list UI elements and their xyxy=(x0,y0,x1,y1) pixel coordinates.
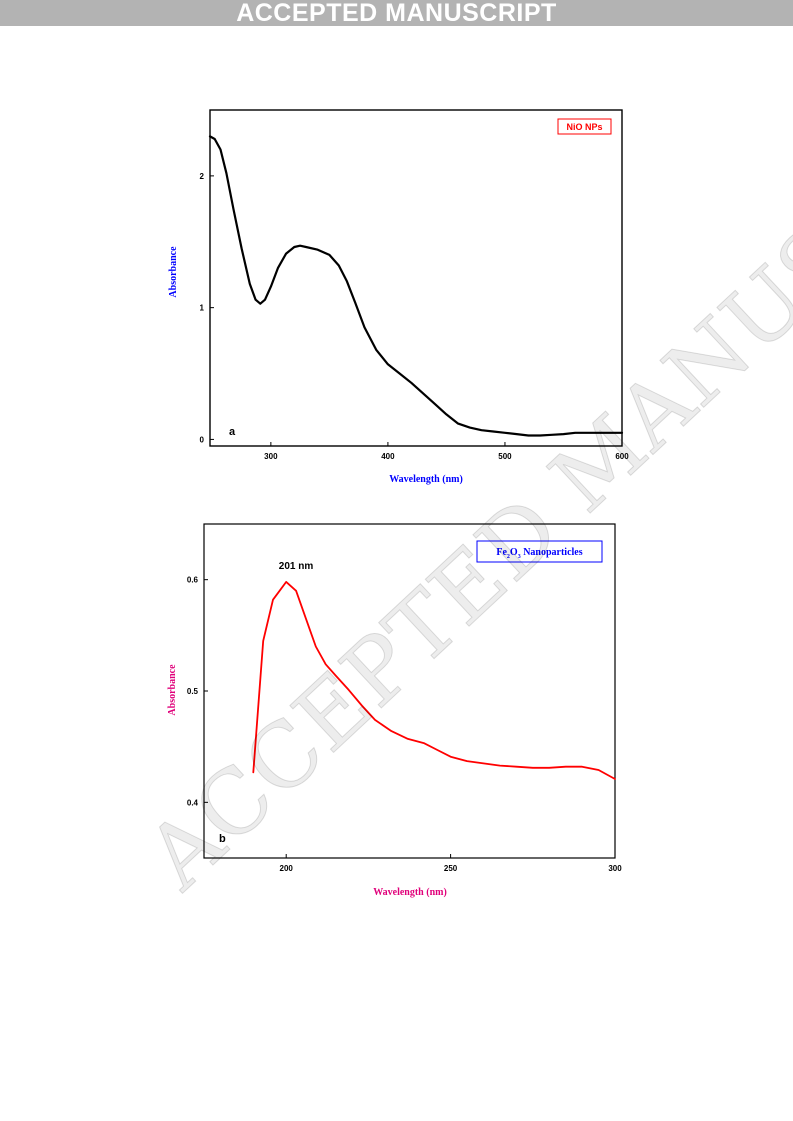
legend-text: NiO NPs xyxy=(566,122,602,132)
y-tick-label: 0.5 xyxy=(187,687,199,696)
tick-group: 200 250 300 0.4 0.5 0.6 xyxy=(187,576,622,873)
peak-annotation: 201 nm xyxy=(279,561,314,572)
y-tick-label: 2 xyxy=(200,172,205,181)
x-tick-label: 250 xyxy=(444,864,458,873)
x-axis-title: Wavelength (nm) xyxy=(373,887,447,898)
y-axis-title: Absorbance xyxy=(167,664,178,716)
legend-box xyxy=(476,540,603,563)
legend-text: Fe2O3 Nanoparticles xyxy=(496,547,582,560)
y-tick-label: 0 xyxy=(200,435,205,444)
y-tick-label: 1 xyxy=(200,304,205,313)
x-tick-label: 200 xyxy=(280,864,294,873)
y-axis-title: Absorbance xyxy=(168,246,179,298)
x-tick-label: 400 xyxy=(381,452,395,461)
series-line xyxy=(208,135,624,437)
y-tick-label: 0.6 xyxy=(187,576,199,585)
x-tick-label: 600 xyxy=(615,452,629,461)
plot-frame xyxy=(203,523,616,859)
panel-label: a xyxy=(229,426,236,438)
legend-box xyxy=(557,118,612,135)
x-axis-title: Wavelength (nm) xyxy=(389,474,463,485)
series-line xyxy=(252,581,616,780)
plot-frame xyxy=(209,109,623,447)
series-line-group xyxy=(208,135,624,437)
accepted-manuscript-banner: ACCEPTED MANUSCRIPT xyxy=(0,0,793,26)
tick-group: 300 400 500 600 0 1 2 xyxy=(200,172,630,461)
x-tick-label: 300 xyxy=(608,864,622,873)
x-tick-label: 300 xyxy=(264,452,278,461)
series-line-group xyxy=(252,581,616,780)
x-tick-label: 500 xyxy=(498,452,512,461)
y-tick-label: 0.4 xyxy=(187,798,199,807)
panel-label: b xyxy=(219,833,226,845)
